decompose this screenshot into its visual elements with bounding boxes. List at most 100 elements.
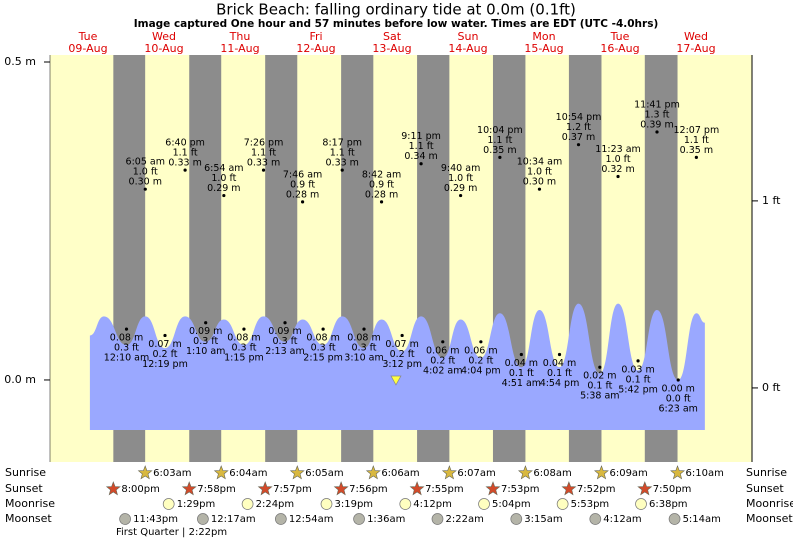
high-tide-point — [419, 162, 423, 166]
moonrise-time: 1:29pm — [177, 499, 216, 510]
sun-icon — [561, 481, 577, 496]
tide-height: 0.28 m — [286, 189, 319, 200]
tide-height: 0.29 m — [444, 183, 477, 194]
day-weekday: Fri — [309, 30, 322, 43]
moon-icon — [320, 498, 333, 510]
moonset-time: 5:14am — [683, 514, 721, 525]
tide-feet: 1.3 ft — [644, 109, 669, 120]
tide-feet: 1.0 ft — [211, 173, 236, 184]
sun-icon — [257, 481, 273, 496]
moonset-time: 2:22am — [445, 514, 483, 525]
tide-feet: 0.2 ft — [430, 355, 455, 366]
tide-feet: 0.1 ft — [626, 374, 651, 385]
y-tick-label: 0.5 m — [4, 55, 36, 68]
sun-icon — [485, 481, 501, 496]
day-date: 10-Aug — [144, 42, 183, 55]
moon-icon — [275, 513, 287, 525]
tide-feet: 1.0 ft — [606, 154, 631, 165]
sunrise-time: 6:07am — [457, 468, 495, 479]
high-tide-point — [694, 155, 698, 159]
day-date: 12-Aug — [296, 42, 335, 55]
low-tide-point — [321, 327, 325, 331]
tide-feet: 0.1 ft — [587, 381, 612, 392]
tide-height: 0.32 m — [601, 164, 634, 175]
sun-icon — [289, 465, 305, 480]
low-tide-point — [400, 333, 404, 338]
sunset-time: 7:52pm — [577, 484, 616, 495]
moon-icon — [668, 513, 681, 525]
y2-tick-label: 0 ft — [762, 381, 781, 394]
low-tide-point — [598, 365, 602, 369]
high-tide-point — [261, 168, 266, 172]
sun-icon — [593, 465, 609, 480]
tide-feet: 1.0 ft — [448, 173, 473, 184]
tide-feet: 0.0 ft — [666, 393, 691, 404]
day-date: 17-Aug — [676, 42, 715, 55]
tide-height: 0.07 m — [385, 339, 418, 350]
low-tide-point — [479, 340, 483, 344]
tide-time: 4:04 pm — [461, 365, 501, 376]
high-tide-point — [143, 187, 147, 191]
sun-icon — [213, 465, 229, 480]
tide-feet: 0.2 ft — [390, 349, 415, 360]
low-tide-point — [636, 359, 640, 363]
low-tide-point — [204, 321, 208, 325]
tide-height: 0.09 m — [189, 326, 222, 337]
row-label: Moonset — [5, 512, 52, 525]
tide-time: 5:38 am — [580, 391, 619, 402]
moonrise-time: 3:19pm — [335, 499, 374, 510]
tide-feet: 1.0 ft — [133, 167, 158, 178]
tide-feet: 0.9 ft — [369, 179, 394, 190]
low-tide-point — [124, 327, 129, 331]
high-tide-point — [655, 130, 659, 134]
day-date: 11-Aug — [220, 42, 259, 55]
sun-icon — [409, 481, 425, 496]
high-tide-point — [379, 200, 384, 204]
moonset-time: 3:15am — [524, 514, 562, 525]
sun-icon — [181, 481, 197, 496]
tide-feet: 1.0 ft — [527, 167, 552, 178]
tide-height: 0.08 m — [227, 333, 260, 344]
moonset-time: 12:54am — [289, 514, 334, 525]
sunset-time: 7:55pm — [425, 484, 464, 495]
tide-time: 10:04 pm — [477, 125, 523, 136]
moonrise-time: 5:04pm — [492, 499, 531, 510]
tide-height: 0.33 m — [247, 158, 280, 169]
sun-icon — [670, 465, 686, 480]
moon-phase: First Quarter | 2:22pm — [116, 527, 227, 538]
tide-time: 4:54 pm — [540, 378, 580, 389]
tide-feet: 1.1 ft — [487, 135, 512, 146]
tide-height: 0.02 m — [583, 371, 616, 382]
row-label: Sunrise — [5, 466, 46, 479]
tide-time: 6:54 am — [204, 163, 243, 174]
day-weekday: Mon — [532, 30, 555, 43]
tide-feet: 1.1 ft — [330, 148, 355, 159]
tide-time: 5:42 pm — [618, 384, 658, 395]
day-weekday: Tue — [78, 30, 98, 43]
tide-feet: 1.1 ft — [684, 135, 709, 146]
moon-icon — [162, 498, 175, 510]
tide-height: 0.34 m — [404, 151, 437, 162]
moon-icon — [119, 513, 131, 525]
tide-height: 0.00 m — [661, 383, 694, 394]
low-tide-point — [242, 327, 246, 331]
moonrise-time: 5:53pm — [571, 499, 610, 510]
tide-height: 0.30 m — [129, 177, 162, 188]
tide-feet: 1.2 ft — [566, 122, 591, 133]
day-weekday: Wed — [684, 30, 708, 43]
moonrise-time: 2:24pm — [256, 499, 295, 510]
tide-feet: 0.3 ft — [231, 343, 256, 354]
low-tide-point — [519, 352, 523, 357]
y-tick-label: 0.0 m — [4, 373, 36, 386]
high-tide-point — [459, 193, 463, 198]
tide-time: 12:10 am — [104, 353, 149, 364]
tide-feet: 0.3 ft — [311, 343, 336, 354]
sunset-time: 7:56pm — [349, 484, 388, 495]
low-tide-point — [557, 352, 562, 357]
tide-height: 0.33 m — [168, 158, 201, 169]
sun-icon — [365, 465, 381, 480]
sun-icon — [517, 465, 533, 480]
moon-icon — [431, 513, 444, 525]
tide-feet: 0.9 ft — [290, 179, 315, 190]
high-tide-point — [537, 187, 542, 191]
